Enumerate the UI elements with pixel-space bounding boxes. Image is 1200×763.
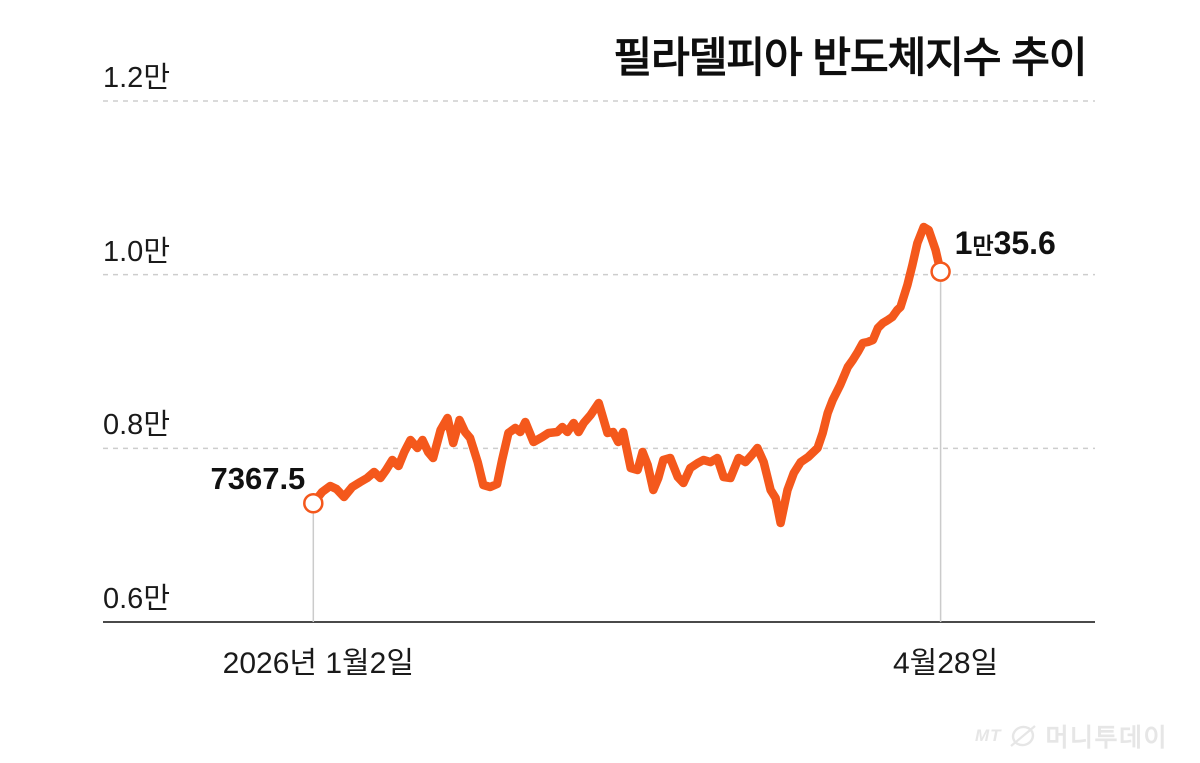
y-axis-tick-label: 0.8만	[103, 409, 170, 442]
end-value-unit: 만	[972, 232, 994, 259]
watermark-name: 머니투데이	[1045, 724, 1168, 752]
x-axis-tick-label-end: 4월28일	[892, 647, 999, 680]
end-value-part: 35.6	[993, 224, 1056, 261]
x-axis-tick-label-start: 2026년 1월2일	[222, 647, 414, 680]
end-value-label: 1만35.6	[955, 226, 1056, 263]
y-axis-tick-label: 1.0만	[103, 235, 170, 268]
y-axis-tick-label: 0.6만	[103, 583, 170, 615]
start-value-label: 7367.5	[210, 461, 306, 497]
end-value-part: 1	[954, 224, 973, 261]
mt-logo-text: MT	[974, 726, 1002, 745]
moneytoday-logo-icon	[1010, 725, 1037, 747]
watermark: MT 머니투데이	[975, 718, 1168, 754]
y-axis-tick-label: 1.2만	[103, 62, 170, 94]
chart-title: 필라델피아 반도체지수 추이	[613, 34, 1087, 81]
